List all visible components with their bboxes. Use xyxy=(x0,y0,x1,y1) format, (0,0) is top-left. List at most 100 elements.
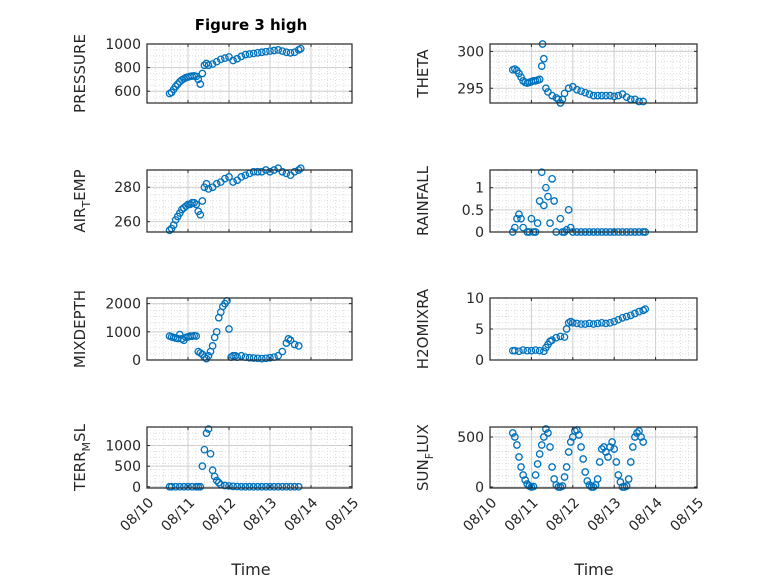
data-point xyxy=(198,69,207,78)
data-point xyxy=(548,463,556,471)
data-point xyxy=(556,214,565,223)
y-tick-label: 1000 xyxy=(105,37,141,53)
data-point xyxy=(270,46,278,55)
data-point xyxy=(542,425,550,433)
data-point xyxy=(198,197,207,205)
y-tick-label: 260 xyxy=(114,215,141,231)
data-point xyxy=(517,73,525,82)
data-point xyxy=(290,482,299,491)
data-point xyxy=(233,482,242,491)
data-point xyxy=(612,458,621,466)
data-point xyxy=(286,336,295,345)
data-point xyxy=(593,475,602,483)
axes-air_temp: 260 280 AIRTEMP xyxy=(71,164,353,235)
data-point xyxy=(286,482,295,491)
data-point xyxy=(294,342,303,350)
data-point xyxy=(618,313,627,322)
data-point xyxy=(523,346,532,355)
y-tick-label: 300 xyxy=(457,44,484,60)
y-tick-label: 1000 xyxy=(105,439,141,455)
data-point xyxy=(593,319,602,328)
axes-h2omixra: 0 5 10 H2OMIXRA xyxy=(414,288,698,369)
axes-mixdepth: 0 1000 2000 MIXDEPTH xyxy=(71,290,353,369)
data-point xyxy=(564,206,573,214)
axes-box xyxy=(146,426,353,489)
data-point xyxy=(233,54,242,63)
data-point xyxy=(262,354,270,363)
data-point xyxy=(568,318,577,327)
data-point xyxy=(175,330,184,339)
data-point xyxy=(521,476,530,484)
data-point xyxy=(585,319,594,328)
data-point xyxy=(290,48,299,57)
grid xyxy=(147,170,352,232)
data-point xyxy=(608,438,616,446)
data-point xyxy=(633,429,641,437)
data-point xyxy=(513,214,521,223)
data-point xyxy=(527,346,536,355)
y-tick-label: 295 xyxy=(457,81,484,97)
data-point xyxy=(517,463,525,471)
data-point xyxy=(562,463,571,471)
y-tick-label: 0.5 xyxy=(462,203,484,219)
axes-rainfall: 0 0.5 1 RAINFALL xyxy=(414,165,698,241)
data-point xyxy=(529,482,538,491)
data-point xyxy=(597,91,606,100)
data-point xyxy=(560,333,569,341)
x-tick-label: 08/10 xyxy=(117,495,157,535)
data-point xyxy=(552,333,561,342)
data-point xyxy=(579,455,588,463)
grid xyxy=(490,427,697,488)
data-point xyxy=(635,307,643,316)
data-point xyxy=(192,332,201,340)
data-point xyxy=(196,80,205,88)
data-point xyxy=(537,441,546,449)
y-axis-label: H2OMIXRA xyxy=(414,288,432,369)
y-tick-label: 500 xyxy=(457,430,484,446)
data-point xyxy=(610,445,619,453)
data-point xyxy=(515,210,523,219)
x-tick-label: 08/14 xyxy=(281,495,321,535)
data-point xyxy=(573,319,581,328)
series-terr_msl xyxy=(165,425,303,491)
data-point xyxy=(274,46,283,54)
data-point xyxy=(589,483,598,491)
data-point xyxy=(282,482,291,491)
data-point xyxy=(237,52,246,61)
x-tick-label: 08/11 xyxy=(502,495,542,535)
data-point xyxy=(208,60,217,68)
data-point xyxy=(241,50,250,59)
data-point xyxy=(245,482,254,491)
data-point xyxy=(200,445,209,454)
data-point xyxy=(539,201,548,210)
data-point xyxy=(278,167,287,176)
data-point xyxy=(266,482,274,491)
axes-box xyxy=(146,43,353,104)
axes-box xyxy=(489,169,698,233)
data-point xyxy=(206,449,215,458)
axes-theta: 295 300 THETA xyxy=(414,40,698,107)
data-point xyxy=(577,320,585,328)
data-point xyxy=(229,178,237,186)
data-point xyxy=(290,340,299,349)
series-sun_flux xyxy=(508,425,648,491)
data-point xyxy=(606,91,614,100)
data-point xyxy=(214,478,223,487)
data-point xyxy=(614,315,623,324)
data-point xyxy=(278,347,287,356)
data-point xyxy=(212,476,221,485)
data-point xyxy=(560,89,569,98)
data-point xyxy=(212,57,221,66)
data-point xyxy=(641,305,650,314)
data-point xyxy=(546,443,554,451)
data-point xyxy=(204,351,213,360)
x-tick-label: 08/15 xyxy=(667,495,707,535)
data-point xyxy=(196,482,205,491)
data-point xyxy=(589,91,598,100)
data-point xyxy=(542,84,550,93)
data-point xyxy=(602,319,610,328)
data-point xyxy=(257,354,266,363)
data-point xyxy=(225,173,233,181)
